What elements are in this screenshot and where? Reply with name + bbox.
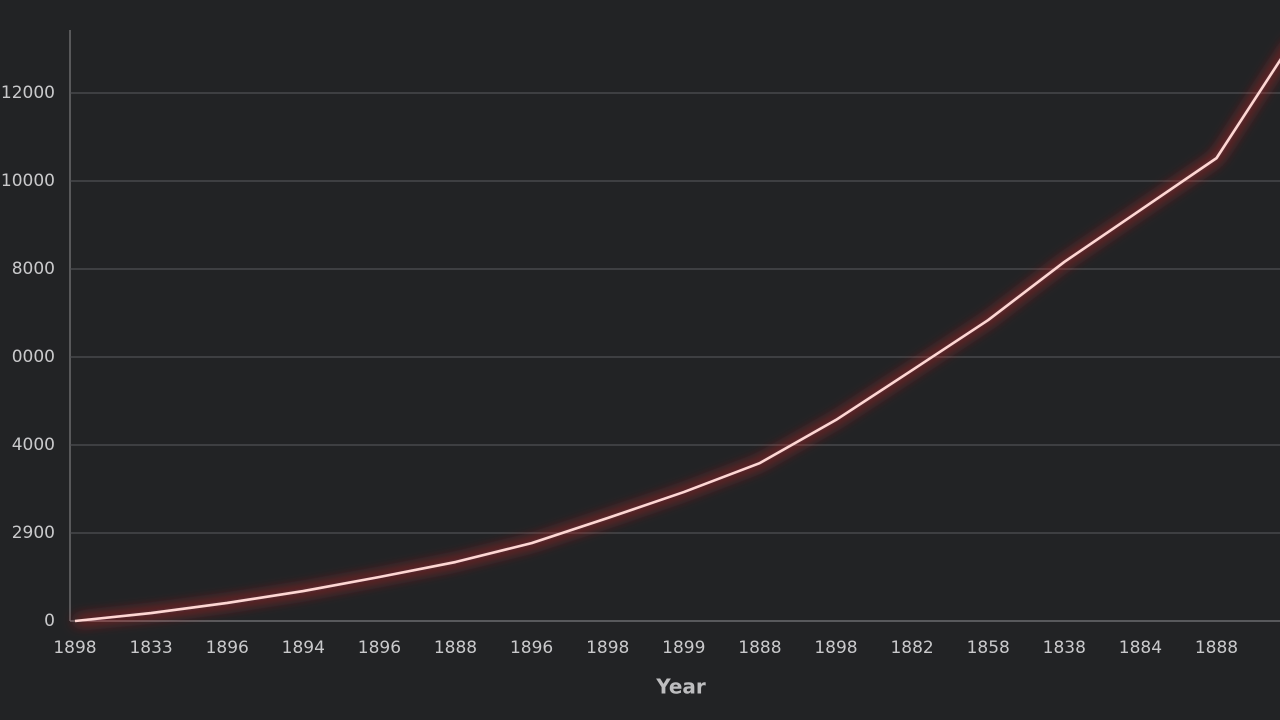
x-tick-label: 1894 — [282, 638, 325, 658]
y-tick-label: 0 — [44, 611, 55, 631]
y-tick-label: 12000 — [1, 83, 55, 103]
x-tick-label: 1896 — [358, 638, 401, 658]
x-tick-label: 1899 — [662, 638, 705, 658]
x-tick-label: 1884 — [1119, 638, 1162, 658]
x-tick-label: 1838 — [1043, 638, 1086, 658]
x-tick-label: 1833 — [129, 638, 172, 658]
x-tick-label: 1896 — [206, 638, 249, 658]
y-tick-label: 2900 — [12, 523, 55, 543]
y-tick-label: 0000 — [12, 347, 55, 367]
x-tick-label: 1898 — [814, 638, 857, 658]
x-tick-label: 1898 — [586, 638, 629, 658]
x-tick-label: 1882 — [890, 638, 933, 658]
y-tick-label: 8000 — [12, 259, 55, 279]
x-tick-label: 1858 — [967, 638, 1010, 658]
data-line — [74, 58, 1280, 623]
x-tick-label: 1888 — [1195, 638, 1238, 658]
x-axis-title: Year — [655, 675, 706, 699]
x-tick-label: 1896 — [510, 638, 553, 658]
y-tick-label: 4000 — [12, 435, 55, 455]
x-tick-label: 1888 — [738, 638, 781, 658]
x-tick-label: 1888 — [434, 638, 477, 658]
y-tick-label: 10000 — [1, 171, 55, 191]
x-tick-label: 1898 — [53, 638, 96, 658]
